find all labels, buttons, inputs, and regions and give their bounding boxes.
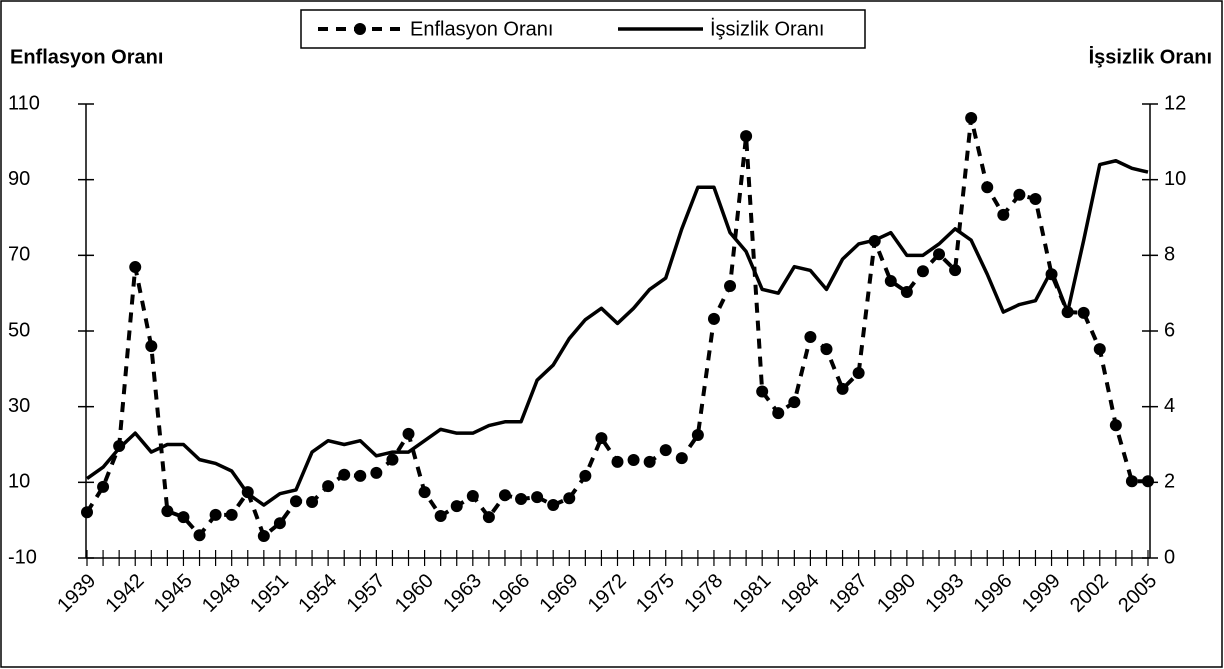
- data-point: [1093, 343, 1106, 356]
- y-tick-label: 10: [8, 471, 30, 493]
- data-point: [81, 506, 93, 519]
- data-point: [740, 130, 753, 143]
- y2-tick-label: 6: [1164, 319, 1175, 341]
- data-point: [643, 455, 656, 468]
- data-point: [675, 452, 688, 465]
- data-point: [1013, 188, 1026, 201]
- data-point: [997, 208, 1010, 221]
- data-point: [707, 312, 720, 325]
- data-point: [965, 111, 978, 124]
- data-point: [193, 529, 206, 542]
- data-point: [836, 382, 849, 395]
- data-point: [129, 261, 142, 274]
- data-point: [852, 366, 865, 379]
- data-point: [515, 492, 528, 505]
- data-point: [386, 453, 399, 466]
- data-point: [691, 429, 704, 442]
- y2-tick-label: 12: [1164, 92, 1186, 114]
- data-point: [563, 492, 576, 505]
- data-point: [884, 275, 897, 288]
- data-point: [322, 480, 335, 493]
- data-point: [289, 495, 302, 508]
- y-tick-label: 70: [8, 244, 30, 266]
- y-axis-title: Enflasyon Oranı: [10, 46, 163, 68]
- data-point: [498, 489, 511, 502]
- y-tick-label: 30: [8, 395, 30, 417]
- data-point: [450, 500, 463, 513]
- data-point: [579, 469, 592, 482]
- data-point: [1142, 475, 1154, 488]
- y2-tick-label: 2: [1164, 471, 1175, 493]
- data-point: [177, 511, 190, 524]
- data-point: [547, 499, 560, 512]
- y-tick-label: 110: [8, 92, 40, 114]
- data-point: [1029, 192, 1042, 205]
- data-point: [273, 517, 286, 530]
- data-point: [338, 468, 351, 481]
- data-point: [933, 248, 946, 261]
- y2-tick-label: 10: [1164, 168, 1186, 190]
- data-point: [788, 396, 801, 409]
- data-point: [97, 480, 110, 493]
- data-point: [804, 331, 817, 344]
- data-point: [611, 455, 624, 468]
- data-point: [434, 510, 447, 523]
- data-point: [257, 530, 270, 543]
- y-tick-label: -10: [8, 546, 37, 568]
- data-point: [627, 454, 640, 467]
- data-point: [531, 491, 544, 504]
- legend-label: İşsizlik Oranı: [710, 17, 824, 40]
- data-point: [724, 279, 737, 292]
- data-point: [466, 489, 479, 502]
- data-point: [772, 407, 785, 420]
- y2-tick-label: 0: [1164, 546, 1175, 568]
- data-point: [1109, 419, 1122, 432]
- data-point: [225, 508, 238, 521]
- data-point: [161, 505, 174, 518]
- y2-axis-title: İşsizlik Oranı: [1089, 45, 1212, 68]
- data-point: [820, 343, 833, 356]
- y-tick-label: 90: [8, 168, 30, 190]
- legend-label: Enflasyon Oranı: [410, 18, 553, 40]
- legend-marker: [354, 23, 366, 35]
- data-point: [916, 265, 929, 278]
- data-point: [1077, 306, 1090, 319]
- data-point: [402, 427, 415, 440]
- data-point: [370, 466, 383, 479]
- series-line: [85, 159, 1149, 507]
- y-tick-label: 50: [8, 319, 30, 341]
- data-point: [1125, 475, 1138, 488]
- data-point: [145, 340, 158, 353]
- data-point: [418, 486, 431, 499]
- data-point: [659, 444, 672, 457]
- data-point: [949, 264, 962, 277]
- data-point: [354, 469, 367, 482]
- data-point: [756, 385, 769, 398]
- data-point: [981, 181, 994, 194]
- data-point: [482, 511, 495, 524]
- data-point: [900, 286, 913, 299]
- y2-tick-label: 8: [1164, 244, 1175, 266]
- data-point: [595, 432, 608, 445]
- y2-tick-label: 4: [1164, 395, 1175, 417]
- data-point: [306, 496, 319, 509]
- data-point: [209, 508, 222, 521]
